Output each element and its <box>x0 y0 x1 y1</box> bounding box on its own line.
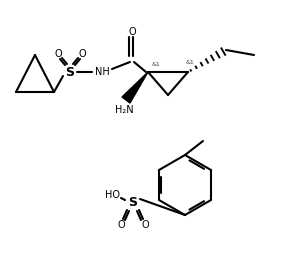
Text: HO: HO <box>105 190 121 200</box>
Text: O: O <box>54 49 62 59</box>
Text: &1: &1 <box>186 59 194 64</box>
Text: S: S <box>66 66 75 79</box>
Text: H₂N: H₂N <box>115 105 133 115</box>
Polygon shape <box>122 72 148 103</box>
Text: S: S <box>129 196 138 210</box>
Text: O: O <box>128 27 136 37</box>
Text: NH: NH <box>95 67 109 77</box>
Text: O: O <box>141 220 149 230</box>
Text: O: O <box>78 49 86 59</box>
Text: &1: &1 <box>152 62 160 67</box>
Text: O: O <box>117 220 125 230</box>
